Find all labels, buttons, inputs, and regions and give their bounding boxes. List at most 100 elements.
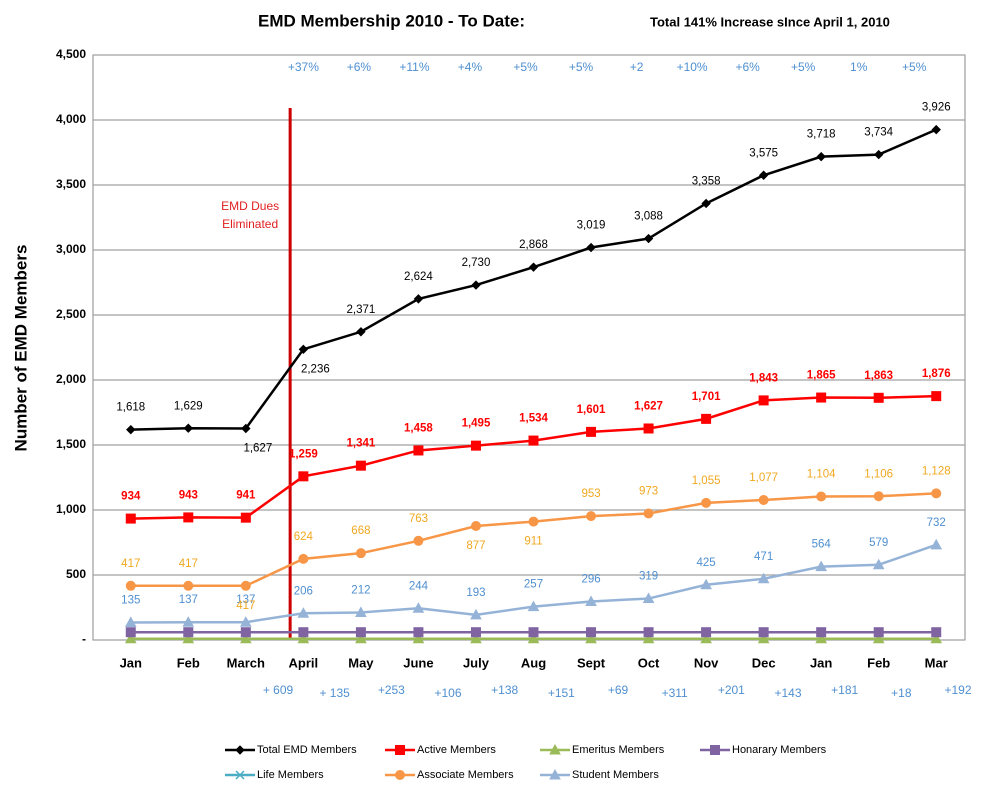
data-point — [183, 512, 194, 523]
data-label: 877 — [466, 540, 485, 552]
data-point — [355, 606, 367, 617]
data-point — [930, 538, 943, 550]
bottom-annotation: +69 — [608, 683, 629, 697]
data-label: 3,019 — [577, 220, 606, 232]
data-point — [931, 124, 941, 135]
data-point — [356, 327, 366, 337]
legend-marker — [395, 745, 405, 755]
y-tick-label: 4,500 — [56, 47, 86, 61]
y-tick-label: 1,000 — [56, 502, 86, 516]
bottom-annotation: + 135 — [319, 686, 350, 700]
data-label: 2,868 — [519, 239, 548, 251]
data-label: 3,734 — [864, 127, 893, 139]
data-point — [239, 632, 252, 644]
data-point — [124, 616, 137, 627]
top-annotation: 1% — [850, 60, 868, 74]
data-label: 3,088 — [634, 211, 663, 223]
data-point — [413, 535, 424, 546]
data-point — [413, 445, 424, 456]
data-point — [758, 494, 769, 505]
data-label: 296 — [581, 574, 600, 586]
x-tick-label: Jan — [810, 655, 832, 670]
data-point — [298, 344, 309, 355]
data-point — [241, 423, 251, 434]
data-point — [183, 580, 194, 591]
data-label: 1,843 — [749, 372, 778, 384]
x-tick-label: June — [403, 655, 433, 670]
data-point — [701, 627, 712, 638]
data-point — [471, 280, 481, 290]
data-label: 3,926 — [922, 102, 951, 114]
top-annotation: +6% — [347, 60, 372, 74]
x-tick-label: Jan — [120, 655, 142, 670]
data-point — [470, 608, 482, 620]
data-label: 973 — [639, 486, 658, 498]
data-point — [643, 627, 654, 638]
data-label: 941 — [236, 490, 256, 502]
data-label: 1,341 — [347, 438, 376, 450]
x-tick-label: Mar — [925, 655, 948, 670]
top-annotation: +6% — [735, 60, 760, 74]
data-label: 1,701 — [692, 391, 721, 403]
legend-label: Honarary Members — [732, 744, 827, 756]
legend-label: Emeritus Members — [572, 744, 665, 756]
top-annotation: +11% — [399, 60, 429, 74]
data-label: 2,236 — [301, 363, 330, 375]
data-point — [758, 395, 769, 406]
data-label: 319 — [639, 571, 658, 583]
data-point — [413, 627, 424, 638]
data-label: 624 — [294, 531, 314, 543]
x-tick-label: Feb — [177, 655, 200, 670]
bottom-annotation: +143 — [774, 686, 801, 700]
bottom-annotation: + 609 — [263, 683, 294, 697]
data-label: 137 — [236, 594, 255, 606]
data-point — [872, 558, 885, 570]
y-tick-label: 4,000 — [56, 112, 86, 126]
data-point — [527, 632, 540, 644]
data-label: 1,863 — [864, 370, 893, 382]
annotation-text: Eliminated — [222, 217, 278, 231]
data-point — [125, 627, 136, 638]
data-label: 3,575 — [749, 147, 778, 159]
data-point — [930, 632, 943, 644]
bottom-annotation: +201 — [718, 683, 745, 697]
x-tick-label: Aug — [521, 655, 546, 670]
series-line — [130, 128, 937, 431]
data-label: 193 — [466, 587, 485, 599]
legend-marker — [549, 768, 561, 780]
data-point — [183, 423, 194, 433]
data-point — [815, 632, 828, 644]
data-label: 1,629 — [174, 400, 203, 412]
data-point — [182, 616, 195, 627]
data-point — [585, 632, 597, 644]
data-point — [298, 627, 309, 638]
data-label: 943 — [179, 489, 198, 501]
data-label: 953 — [581, 488, 600, 500]
legend-marker — [549, 743, 561, 755]
data-label: 257 — [524, 579, 543, 591]
data-label: 1,876 — [922, 368, 951, 380]
top-annotation: +5% — [569, 60, 594, 74]
data-point — [527, 600, 540, 612]
data-point — [297, 607, 310, 618]
data-label: 934 — [121, 491, 141, 503]
data-point — [124, 632, 137, 644]
data-label: 1,601 — [577, 404, 606, 416]
data-point — [586, 627, 597, 638]
x-tick-label: April — [289, 655, 319, 670]
data-point — [757, 632, 770, 644]
data-label: 244 — [409, 580, 429, 592]
data-point — [355, 632, 367, 644]
data-label: 1,865 — [807, 370, 836, 382]
data-point — [412, 632, 425, 644]
bottom-annotation: +181 — [831, 683, 858, 697]
data-point — [873, 627, 884, 638]
data-label: 1,128 — [922, 465, 951, 477]
data-point — [183, 627, 194, 638]
data-point — [757, 572, 770, 584]
data-point — [239, 616, 252, 627]
top-annotation: +5% — [513, 60, 538, 74]
data-label: 1,618 — [116, 402, 145, 414]
data-label: 1,104 — [807, 469, 836, 481]
